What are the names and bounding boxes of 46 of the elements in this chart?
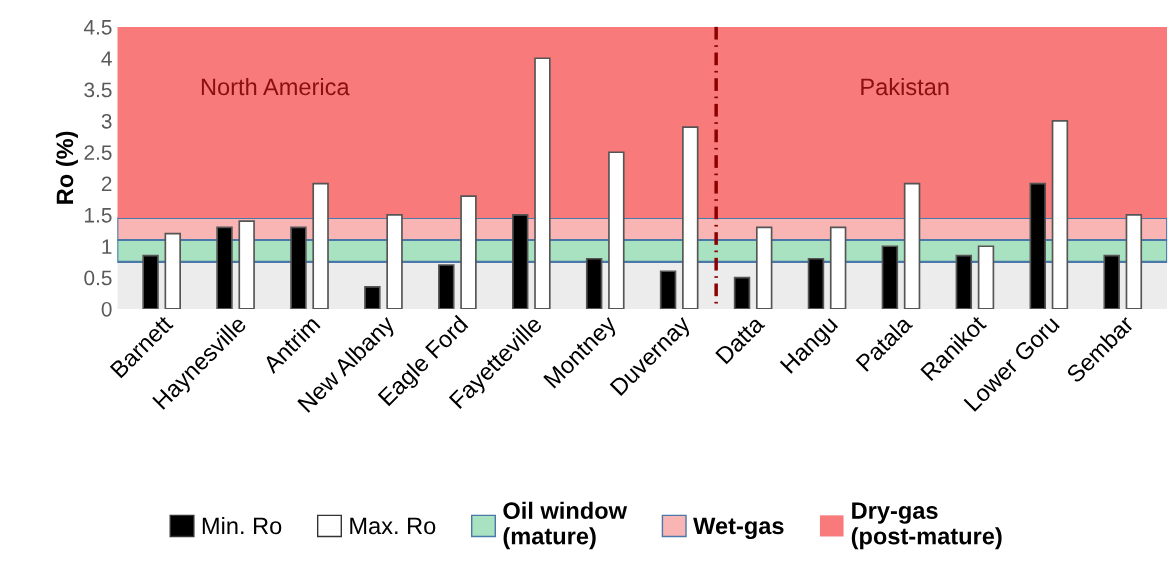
bar bbox=[659, 270, 677, 309]
bar bbox=[216, 226, 233, 309]
bar bbox=[512, 214, 529, 309]
bar bbox=[881, 245, 899, 309]
legend-label: Wet-gas bbox=[693, 517, 784, 540]
bar bbox=[955, 254, 973, 309]
annotation: North America bbox=[201, 77, 350, 96]
y-tick-label: 0 bbox=[101, 301, 112, 317]
y-tick-label: 3 bbox=[101, 113, 112, 129]
legend-label: Min. Ro bbox=[202, 516, 282, 535]
legend-label: Dry-gas (post-mature) bbox=[851, 502, 1002, 550]
bar bbox=[733, 276, 751, 309]
legend-label: Max. Ro bbox=[350, 517, 436, 535]
bar bbox=[903, 182, 921, 309]
y-tick-label: 4.5 bbox=[83, 20, 112, 35]
y-tick-label: 2 bbox=[101, 176, 112, 192]
annotation: Pakistan bbox=[861, 77, 949, 96]
y-tick-label: 0.5 bbox=[84, 270, 112, 286]
bar bbox=[682, 126, 699, 309]
bar bbox=[1051, 120, 1069, 309]
bar bbox=[829, 226, 847, 309]
bar bbox=[386, 214, 403, 309]
y-tick-label: 2.5 bbox=[84, 145, 112, 160]
y-tick-label: 1 bbox=[102, 239, 112, 254]
bar bbox=[290, 226, 307, 309]
bar bbox=[142, 254, 159, 309]
bar bbox=[585, 257, 603, 309]
y-tick-label: 3.5 bbox=[84, 82, 112, 98]
legend-label: Oil window (mature) bbox=[503, 501, 628, 550]
bar bbox=[1125, 214, 1143, 309]
bar bbox=[312, 182, 329, 309]
bar bbox=[1029, 182, 1046, 309]
bar bbox=[534, 57, 551, 309]
bar bbox=[164, 232, 181, 309]
bar bbox=[364, 286, 381, 309]
y-tick-label: 1.5 bbox=[85, 208, 112, 223]
bar bbox=[460, 195, 477, 309]
bar bbox=[438, 264, 455, 309]
bar bbox=[807, 257, 825, 309]
bar bbox=[238, 220, 255, 309]
y-tick-label: 4 bbox=[101, 51, 112, 66]
y-axis-title: Ro (%) bbox=[55, 131, 78, 204]
bar bbox=[608, 151, 625, 309]
bar bbox=[977, 245, 995, 309]
bar bbox=[1103, 254, 1120, 309]
bar bbox=[755, 226, 773, 309]
